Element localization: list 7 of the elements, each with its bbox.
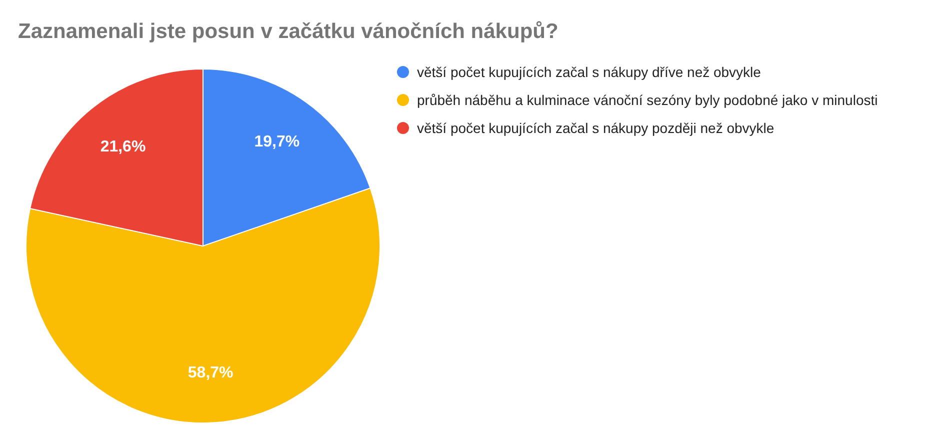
data-label: 19,7%	[254, 134, 300, 151]
data-label: 21,6%	[100, 138, 146, 156]
legend-label: větší počet kupujících začal s nákupy později než obvykle	[417, 119, 774, 138]
legend-label: větší počet kupujících začal s nákupy dříve než obvykle	[417, 63, 761, 82]
data-label: 58,7%	[188, 364, 234, 382]
chart-title: Zaznamenali jste posun v začátku vánočních nákupů?	[18, 20, 558, 44]
legend-label: průběh náběhu a kulminace vánoční sezóny byly podobné jako v minulosti	[417, 91, 878, 110]
